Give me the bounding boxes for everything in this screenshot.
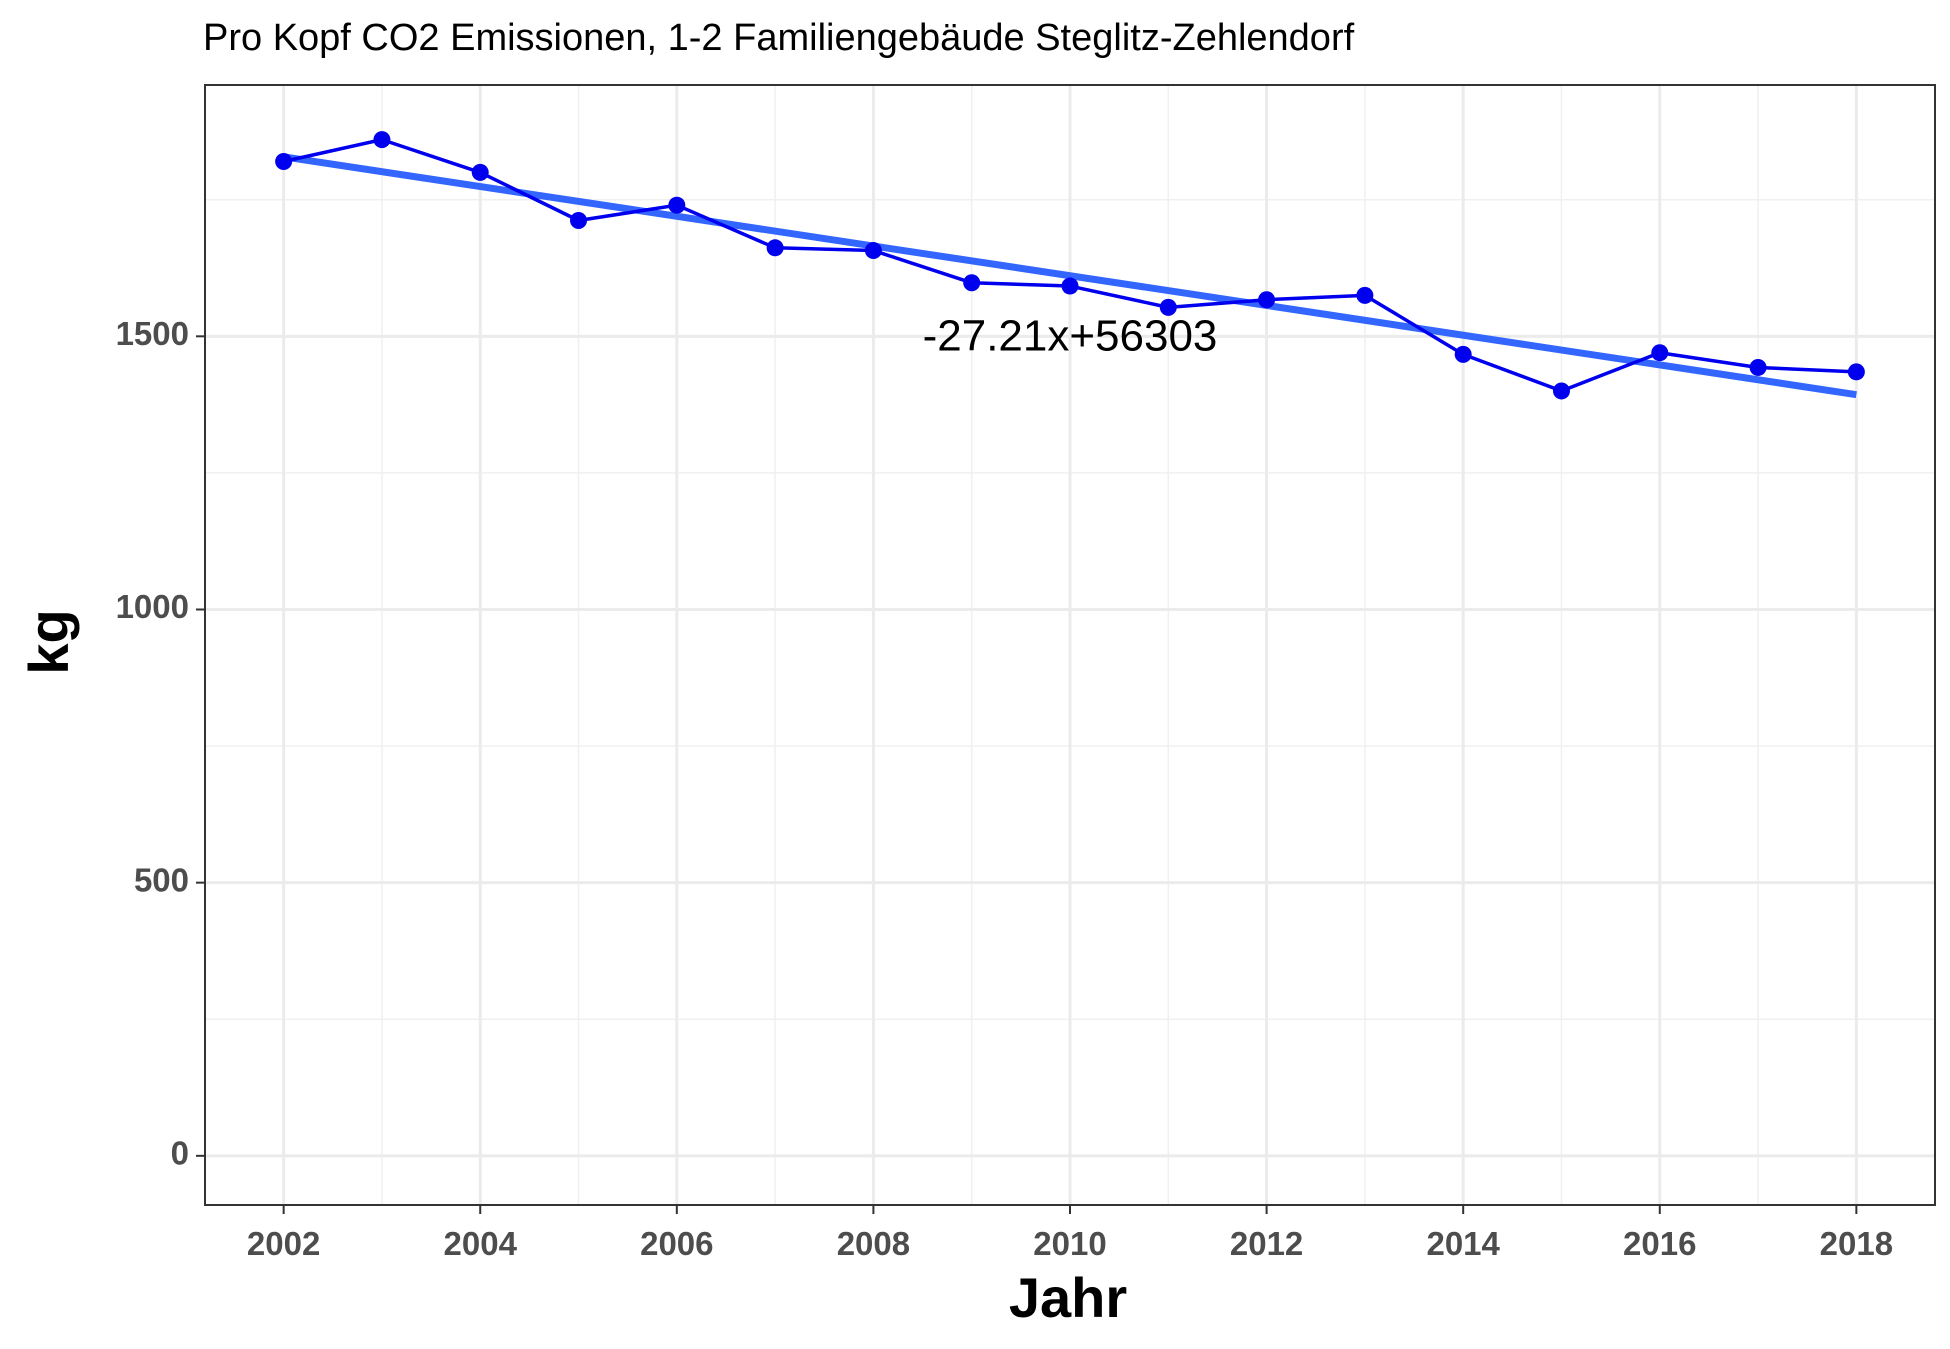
data-point [1749, 358, 1767, 376]
x-axis-title: Jahr [1009, 1266, 1127, 1329]
data-point [963, 274, 981, 292]
x-tick-label: 2004 [444, 1225, 518, 1262]
y-axis-title: kg [17, 609, 80, 674]
x-tick-label: 2012 [1230, 1225, 1303, 1262]
x-tick-label: 2014 [1426, 1225, 1500, 1262]
data-point [275, 152, 293, 170]
x-tick-label: 2016 [1623, 1225, 1696, 1262]
y-tick-label: 1500 [116, 315, 189, 352]
y-tick-label: 500 [134, 861, 189, 898]
x-tick-label: 2018 [1820, 1225, 1893, 1262]
data-point [1454, 345, 1472, 363]
trendline-layer [283, 153, 1857, 399]
data-point [1061, 277, 1079, 295]
trendline [283, 153, 1857, 399]
trendline-equation: -27.21x+56303 [923, 312, 1218, 361]
x-tick-label: 2006 [640, 1225, 713, 1262]
data-point [570, 211, 588, 229]
data-point [668, 196, 686, 214]
data-point [1651, 344, 1669, 362]
data-point [1159, 298, 1177, 316]
data-point [864, 242, 882, 260]
y-tick-label: 1000 [116, 588, 189, 625]
data-point [1847, 363, 1865, 381]
x-tick-label: 2008 [837, 1225, 910, 1262]
data-point [1356, 286, 1374, 304]
chart-title: Pro Kopf CO2 Emissionen, 1-2 Familiengeb… [203, 17, 1355, 59]
series-layer [275, 131, 1865, 400]
x-tick-label: 2002 [247, 1225, 320, 1262]
data-point [373, 131, 391, 149]
grid [205, 85, 1935, 1205]
x-tick-label: 2010 [1033, 1225, 1106, 1262]
data-point [1258, 291, 1276, 309]
data-point [471, 163, 489, 181]
annotation-layer: -27.21x+56303 [923, 312, 1218, 361]
data-point [766, 239, 784, 257]
axes: 2002 2004 2006 2008 2010 2012 2014 2016 2018 0 500… [116, 315, 1893, 1262]
y-tick-label: 0 [171, 1135, 189, 1172]
data-point [1552, 382, 1570, 400]
